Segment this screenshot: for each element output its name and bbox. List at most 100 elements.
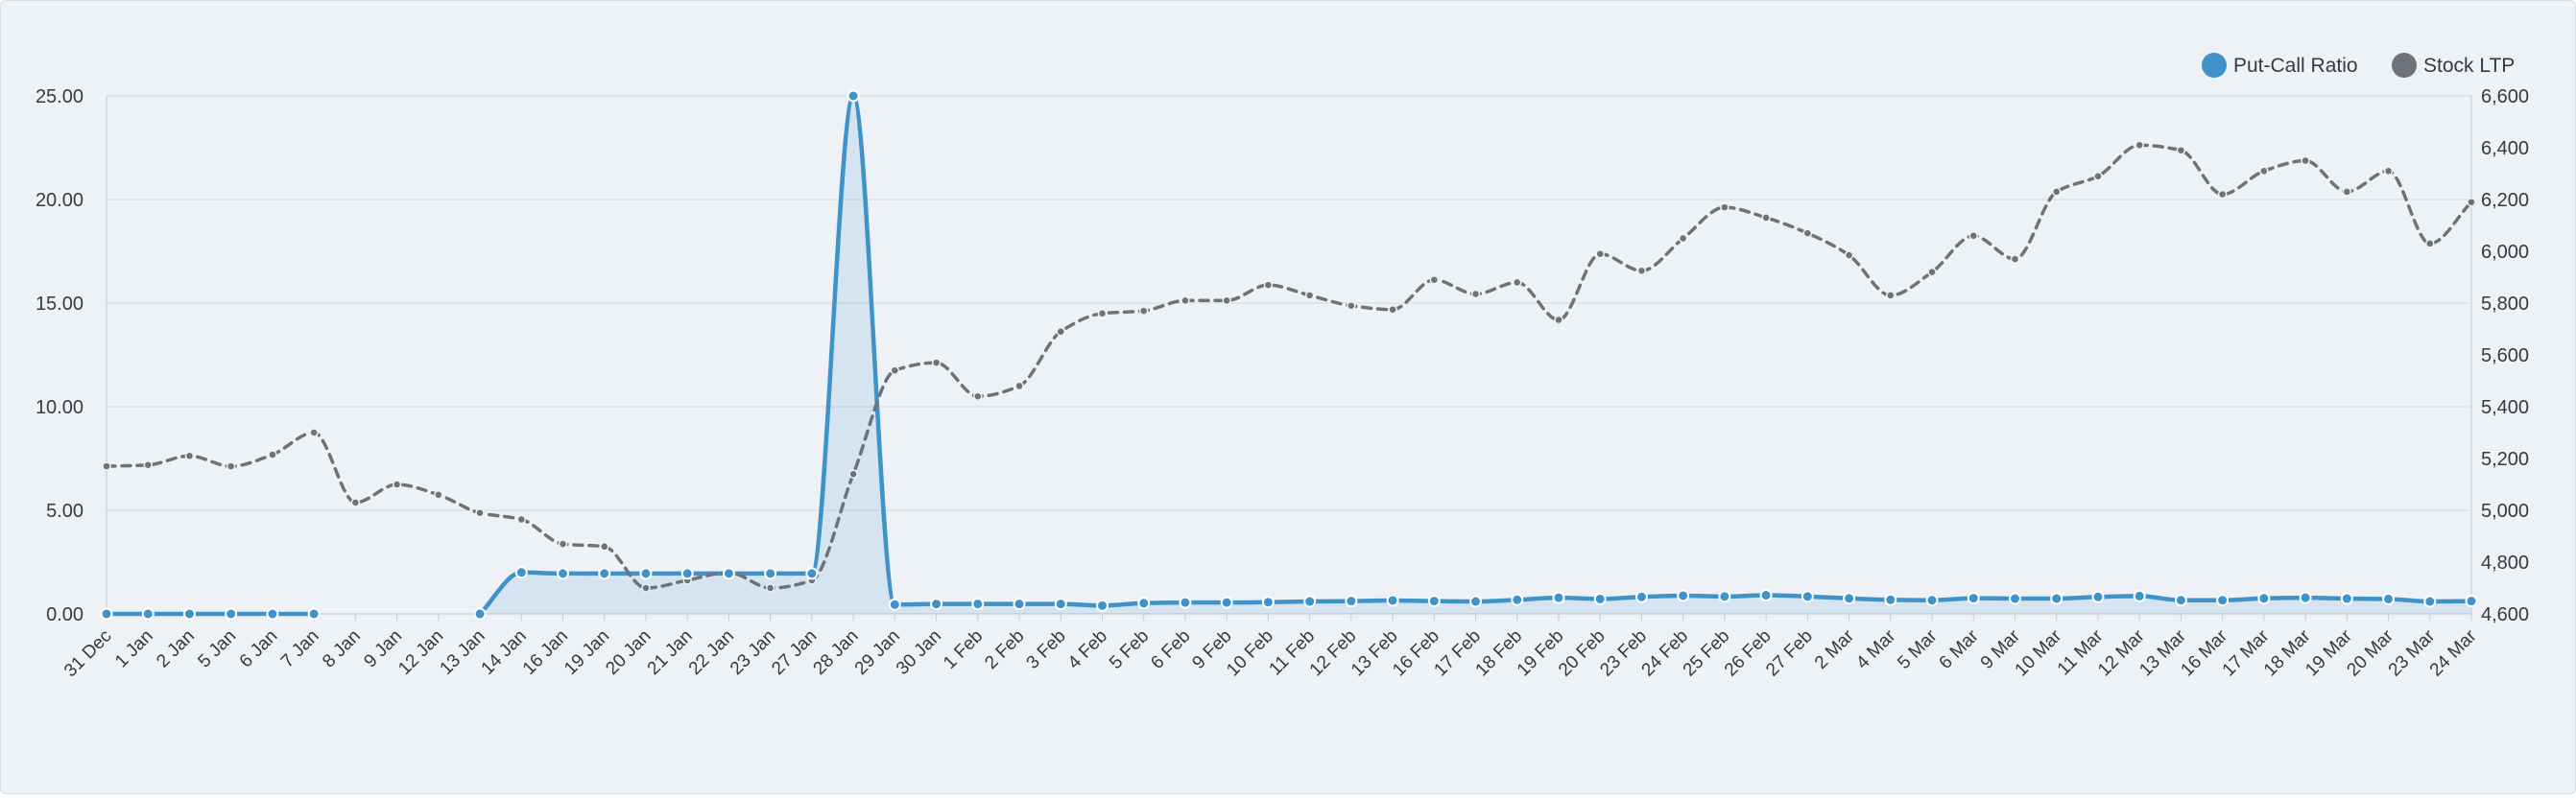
data-point-stock-ltp[interactable]: [2259, 166, 2269, 176]
data-point-stock-ltp[interactable]: [2176, 145, 2186, 155]
data-point-put-call-ratio[interactable]: [2008, 592, 2021, 605]
data-point-stock-ltp[interactable]: [1720, 202, 1729, 212]
data-point-stock-ltp[interactable]: [973, 391, 983, 401]
data-point-stock-ltp[interactable]: [2342, 187, 2352, 197]
data-point-stock-ltp[interactable]: [1678, 233, 1688, 244]
data-point-stock-ltp[interactable]: [890, 365, 900, 375]
data-point-stock-ltp[interactable]: [1554, 315, 1563, 325]
data-point-put-call-ratio[interactable]: [2050, 592, 2063, 605]
data-point-stock-ltp[interactable]: [2217, 189, 2228, 200]
data-point-stock-ltp[interactable]: [848, 469, 858, 479]
data-point-put-call-ratio[interactable]: [1801, 590, 1814, 603]
legend-item-put-call-ratio[interactable]: Put-Call Ratio: [2202, 53, 2358, 78]
data-point-stock-ltp[interactable]: [1968, 231, 1979, 241]
data-point-stock-ltp[interactable]: [1304, 291, 1315, 300]
data-point-put-call-ratio[interactable]: [100, 607, 113, 621]
data-point-stock-ltp[interactable]: [1388, 305, 1397, 315]
data-point-put-call-ratio[interactable]: [1261, 596, 1275, 609]
data-point-put-call-ratio[interactable]: [266, 607, 279, 621]
legend[interactable]: Put-Call Ratio Stock LTP: [2202, 53, 2515, 78]
data-point-put-call-ratio[interactable]: [557, 567, 570, 580]
data-point-stock-ltp[interactable]: [1513, 277, 1522, 288]
data-point-stock-ltp[interactable]: [1056, 326, 1065, 337]
data-point-stock-ltp[interactable]: [1222, 295, 1231, 306]
data-point-put-call-ratio[interactable]: [1303, 595, 1317, 608]
data-point-put-call-ratio[interactable]: [1843, 592, 1856, 605]
data-point-put-call-ratio[interactable]: [1137, 597, 1151, 610]
data-point-put-call-ratio[interactable]: [888, 598, 901, 611]
data-point-stock-ltp[interactable]: [1927, 267, 1937, 277]
data-point-stock-ltp[interactable]: [102, 461, 111, 471]
data-point-put-call-ratio[interactable]: [2382, 592, 2396, 605]
data-point-stock-ltp[interactable]: [309, 428, 319, 437]
data-point-put-call-ratio[interactable]: [2465, 595, 2478, 608]
data-point-stock-ltp[interactable]: [1802, 228, 1813, 238]
data-point-stock-ltp[interactable]: [2383, 166, 2394, 176]
data-point-put-call-ratio[interactable]: [1677, 589, 1690, 602]
data-point-stock-ltp[interactable]: [1595, 248, 1605, 259]
data-point-stock-ltp[interactable]: [765, 583, 775, 593]
data-point-stock-ltp[interactable]: [1636, 266, 1647, 275]
data-point-stock-ltp[interactable]: [641, 583, 651, 593]
data-point-put-call-ratio[interactable]: [1220, 596, 1233, 609]
data-point-put-call-ratio[interactable]: [2133, 589, 2146, 602]
data-point-put-call-ratio[interactable]: [1593, 592, 1607, 605]
data-point-stock-ltp[interactable]: [1429, 274, 1440, 285]
data-point-put-call-ratio[interactable]: [1427, 595, 1441, 608]
data-point-stock-ltp[interactable]: [1470, 289, 1481, 299]
data-point-put-call-ratio[interactable]: [1345, 595, 1358, 608]
data-point-put-call-ratio[interactable]: [639, 567, 653, 580]
data-point-put-call-ratio[interactable]: [971, 598, 985, 611]
data-point-put-call-ratio[interactable]: [2299, 591, 2312, 604]
data-point-put-call-ratio[interactable]: [1759, 589, 1773, 602]
data-point-put-call-ratio[interactable]: [1552, 591, 1565, 604]
data-point-stock-ltp[interactable]: [1263, 280, 1274, 290]
data-point-put-call-ratio[interactable]: [1884, 593, 1897, 606]
data-point-put-call-ratio[interactable]: [1967, 592, 1980, 605]
data-point-stock-ltp[interactable]: [434, 490, 443, 500]
data-point-stock-ltp[interactable]: [1347, 300, 1356, 311]
data-point-stock-ltp[interactable]: [2051, 187, 2062, 197]
data-point-stock-ltp[interactable]: [2301, 155, 2310, 166]
data-point-put-call-ratio[interactable]: [847, 89, 860, 103]
data-point-stock-ltp[interactable]: [1761, 213, 1771, 223]
data-point-put-call-ratio[interactable]: [805, 567, 819, 580]
data-point-put-call-ratio[interactable]: [680, 567, 694, 580]
data-point-put-call-ratio[interactable]: [473, 607, 487, 621]
data-point-stock-ltp[interactable]: [226, 461, 236, 471]
data-point-put-call-ratio[interactable]: [1511, 593, 1524, 606]
data-point-stock-ltp[interactable]: [143, 460, 153, 470]
data-point-put-call-ratio[interactable]: [764, 567, 777, 580]
data-point-stock-ltp[interactable]: [2425, 239, 2435, 248]
data-point-put-call-ratio[interactable]: [2423, 595, 2437, 608]
data-point-stock-ltp[interactable]: [1138, 306, 1149, 316]
data-point-put-call-ratio[interactable]: [1386, 594, 1399, 607]
data-point-stock-ltp[interactable]: [350, 498, 361, 507]
data-point-stock-ltp[interactable]: [1014, 381, 1024, 391]
data-point-put-call-ratio[interactable]: [1925, 594, 1939, 607]
data-point-put-call-ratio[interactable]: [2174, 594, 2187, 607]
data-point-put-call-ratio[interactable]: [1469, 595, 1483, 608]
data-point-put-call-ratio[interactable]: [1634, 590, 1648, 603]
data-point-stock-ltp[interactable]: [1886, 291, 1896, 300]
data-point-put-call-ratio[interactable]: [2216, 594, 2230, 607]
data-point-stock-ltp[interactable]: [516, 514, 527, 525]
data-point-put-call-ratio[interactable]: [1179, 596, 1192, 609]
legend-item-stock-ltp[interactable]: Stock LTP: [2392, 53, 2515, 78]
data-point-stock-ltp[interactable]: [2467, 197, 2476, 207]
data-point-put-call-ratio[interactable]: [1054, 598, 1067, 611]
data-point-put-call-ratio[interactable]: [722, 567, 735, 580]
data-point-put-call-ratio[interactable]: [2091, 590, 2105, 603]
data-point-put-call-ratio[interactable]: [1718, 590, 1731, 603]
data-point-put-call-ratio[interactable]: [2340, 592, 2353, 605]
data-point-stock-ltp[interactable]: [392, 480, 402, 489]
data-point-stock-ltp[interactable]: [558, 539, 568, 549]
data-point-stock-ltp[interactable]: [2093, 171, 2103, 181]
data-point-put-call-ratio[interactable]: [2257, 592, 2271, 605]
data-point-stock-ltp[interactable]: [599, 542, 609, 552]
data-point-put-call-ratio[interactable]: [225, 607, 238, 621]
data-point-stock-ltp[interactable]: [1181, 295, 1190, 306]
data-point-stock-ltp[interactable]: [268, 450, 277, 459]
data-point-stock-ltp[interactable]: [1097, 309, 1108, 318]
data-point-stock-ltp[interactable]: [2135, 140, 2144, 151]
